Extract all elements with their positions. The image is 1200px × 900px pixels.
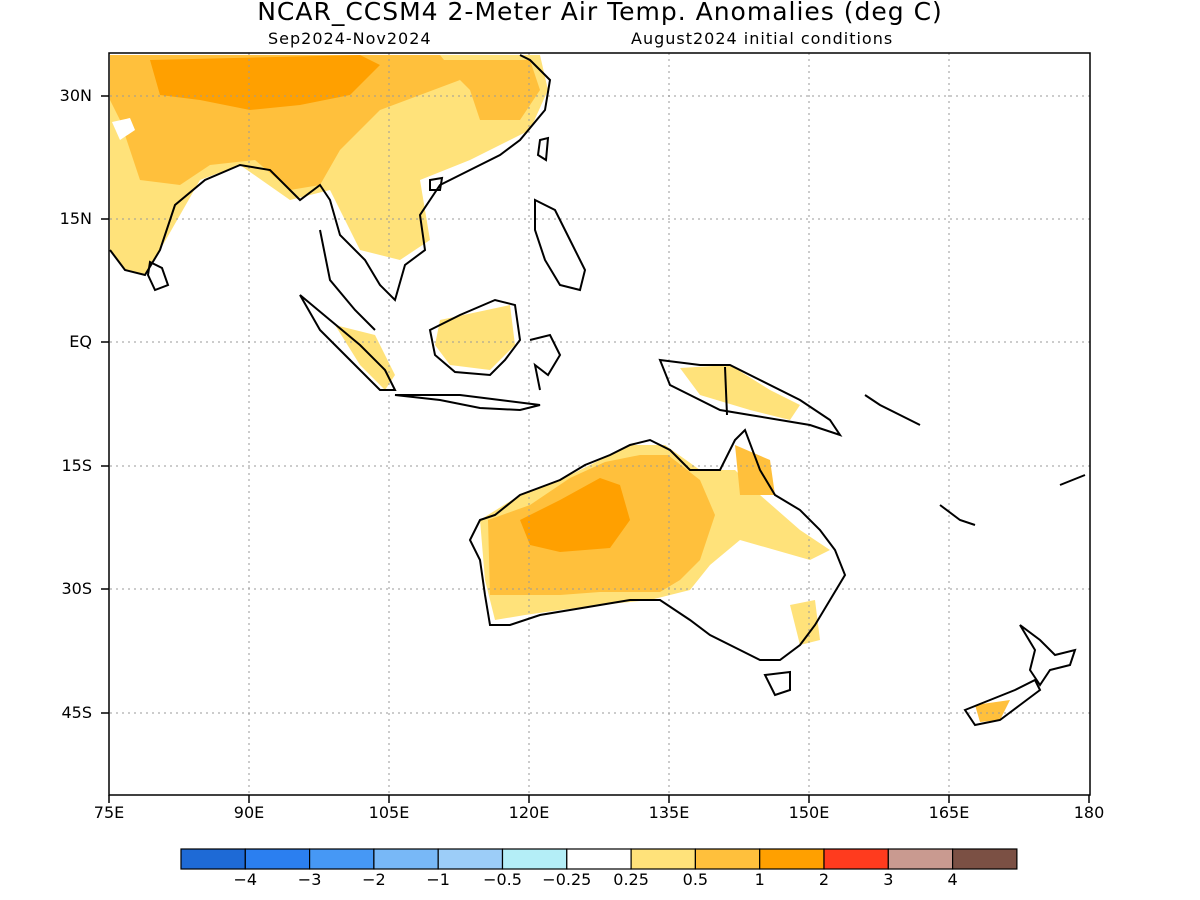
taiwan xyxy=(536,136,550,162)
axis-ticks xyxy=(101,95,1090,803)
sulawesi xyxy=(529,333,562,391)
colorbar-label: 0.25 xyxy=(613,870,649,889)
colorbar-label: 4 xyxy=(947,870,958,889)
lon-label-105e: 105E xyxy=(368,803,410,822)
colorbar-label: 2 xyxy=(818,870,830,889)
colorbar-box xyxy=(823,848,889,870)
colorbar-label: −1 xyxy=(426,870,450,889)
lon-label-150e: 150E xyxy=(788,803,830,822)
lat-label-eq: EQ xyxy=(69,332,92,351)
colorbar-box xyxy=(951,848,1018,870)
borneo-anomaly xyxy=(435,305,515,370)
borneo xyxy=(428,298,522,377)
initial-conditions: August2024 initial conditions xyxy=(631,29,894,48)
colorbar-label: −0.25 xyxy=(542,870,592,889)
lat-label-30n: 30N xyxy=(59,86,92,105)
new-zealand-anomaly xyxy=(975,700,1010,722)
colorbar-box xyxy=(244,848,311,870)
lat-label-45s: 45S xyxy=(61,703,92,722)
anomaly-shading xyxy=(110,55,1010,722)
colorbar-label: −4 xyxy=(233,870,258,889)
new-guinea-anomaly xyxy=(680,365,800,420)
colorbar-box xyxy=(437,848,504,870)
colorbar-box xyxy=(180,848,246,870)
australia-anomaly-2 xyxy=(520,478,630,552)
png-border xyxy=(724,366,728,416)
coastlines xyxy=(109,54,1086,727)
asia-coast xyxy=(109,54,552,302)
nz-north xyxy=(1019,624,1077,687)
map-frame xyxy=(108,52,1091,796)
sri-lanka xyxy=(146,260,170,292)
colorbar-box xyxy=(373,848,439,870)
colorbar-label: −2 xyxy=(362,870,386,889)
colorbar-label: −3 xyxy=(297,870,322,889)
colorbar-label: 3 xyxy=(883,870,894,889)
colorbar-label: 0.5 xyxy=(682,870,709,889)
colorbar-box xyxy=(566,848,632,870)
sumatra xyxy=(299,294,397,391)
australia-east-anomaly xyxy=(735,445,775,495)
colorbar-boxes xyxy=(180,848,1018,870)
lat-label-15n: 15N xyxy=(59,209,92,228)
forecast-period: Sep2024-Nov2024 xyxy=(268,29,432,48)
nz-south xyxy=(963,678,1042,727)
australia xyxy=(468,428,847,661)
colorbar xyxy=(180,848,1018,870)
colorbar-box xyxy=(887,848,954,870)
philippines xyxy=(534,198,587,292)
lat-label-30s: 30S xyxy=(61,579,92,598)
pacific-islands xyxy=(864,394,1086,526)
colorbar-box xyxy=(630,848,697,870)
hainan xyxy=(429,176,444,191)
tasmania xyxy=(763,670,791,697)
gridlines xyxy=(110,53,1090,795)
lon-label-180: 180 xyxy=(1073,803,1105,822)
map-title: NCAR_CCSM4 2-Meter Air Temp. Anomalies (… xyxy=(257,0,943,26)
malay-peninsula xyxy=(319,229,376,331)
lon-label-135e: 135E xyxy=(648,803,690,822)
java xyxy=(394,394,541,412)
colorbar-box xyxy=(501,848,568,870)
colorbar-label: −0.5 xyxy=(483,870,522,889)
lon-label-90e: 90E xyxy=(233,803,265,822)
lon-label-120e: 120E xyxy=(508,803,550,822)
colorbar-box xyxy=(759,848,825,870)
colorbar-box xyxy=(309,848,375,870)
asia-anomaly-1b xyxy=(440,60,540,120)
lon-label-165e: 165E xyxy=(928,803,970,822)
sumatra-anomaly xyxy=(335,325,395,390)
colorbar-label: 1 xyxy=(754,870,765,889)
new-guinea xyxy=(658,358,843,437)
colorbar-box xyxy=(694,848,761,870)
lon-label-75e: 75E xyxy=(93,803,125,822)
lat-label-15s: 15S xyxy=(61,456,92,475)
